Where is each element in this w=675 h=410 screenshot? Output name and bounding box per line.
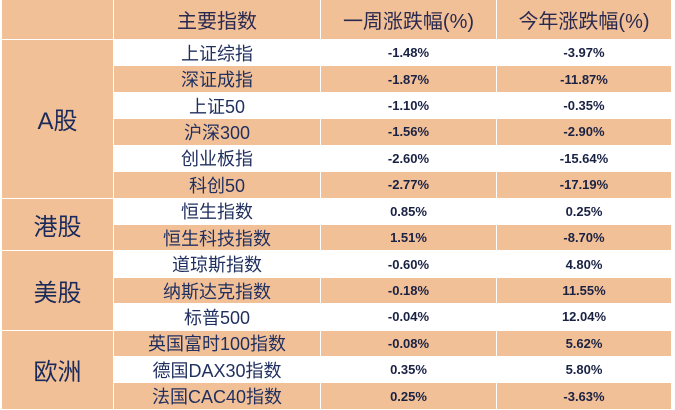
table-row-name: 恒生指数 — [114, 198, 321, 225]
table-row-ytd: 5.80% — [497, 357, 672, 384]
table-row-week: 1.51% — [321, 224, 497, 252]
table-row-ytd: 4.80% — [497, 251, 672, 278]
table-row-ytd: -17.19% — [497, 172, 672, 199]
table-row-week: -0.08% — [321, 330, 497, 358]
table-row-name: 道琼斯指数 — [114, 251, 321, 278]
table-row-week: -0.18% — [321, 277, 497, 305]
region-a-shares: A股 — [2, 40, 114, 199]
header-index: 主要指数 — [114, 0, 321, 40]
region-hong-kong: 港股 — [2, 198, 114, 252]
table-row-name: 德国DAX30指数 — [114, 357, 321, 384]
region-us: 美股 — [2, 251, 114, 331]
table-row-name: 沪深300 — [114, 119, 321, 146]
table-row-ytd: -11.87% — [497, 66, 672, 93]
table-row-name: 科创50 — [114, 172, 321, 199]
table-row-ytd: -15.64% — [497, 145, 672, 173]
table-row-week: -2.77% — [321, 172, 497, 199]
table-row-ytd: 0.25% — [497, 198, 672, 225]
table-row-name: 标普500 — [114, 304, 321, 331]
table-row-ytd: -2.90% — [497, 119, 672, 146]
table-row-week: -0.60% — [321, 251, 497, 278]
table-row-week: -0.04% — [321, 304, 497, 331]
table-row-ytd: -8.70% — [497, 224, 672, 252]
header-ytd-change: 今年涨跌幅(%) — [497, 0, 672, 40]
table-row-week: -1.87% — [321, 66, 497, 93]
table-row-name: 上证50 — [114, 92, 321, 120]
header-region-cell — [2, 0, 114, 40]
table-row-week: -1.10% — [321, 92, 497, 120]
table-row-ytd: 12.04% — [497, 304, 672, 331]
table-row-name: 纳斯达克指数 — [114, 277, 321, 305]
region-europe: 欧洲 — [2, 330, 114, 410]
table-row-week: -2.60% — [321, 145, 497, 173]
table-row-ytd: -3.63% — [497, 383, 672, 410]
table-row-week: 0.35% — [321, 357, 497, 384]
table-row-week: 0.25% — [321, 383, 497, 410]
table-row-name: 英国富时100指数 — [114, 330, 321, 358]
table-row-name: 恒生科技指数 — [114, 224, 321, 252]
table-row-ytd: -0.35% — [497, 92, 672, 120]
table-row-week: -1.48% — [321, 40, 497, 67]
table-row-week: -1.56% — [321, 119, 497, 146]
table-row-name: 深证成指 — [114, 66, 321, 93]
table-row-ytd: 11.55% — [497, 277, 672, 305]
table-row-ytd: -3.97% — [497, 40, 672, 67]
table-row-name: 创业板指 — [114, 145, 321, 173]
header-week-change: 一周涨跌幅(%) — [321, 0, 497, 40]
table-row-name: 上证综指 — [114, 40, 321, 67]
table-row-name: 法国CAC40指数 — [114, 383, 321, 410]
table-row-week: 0.85% — [321, 198, 497, 225]
table-row-ytd: 5.62% — [497, 330, 672, 358]
